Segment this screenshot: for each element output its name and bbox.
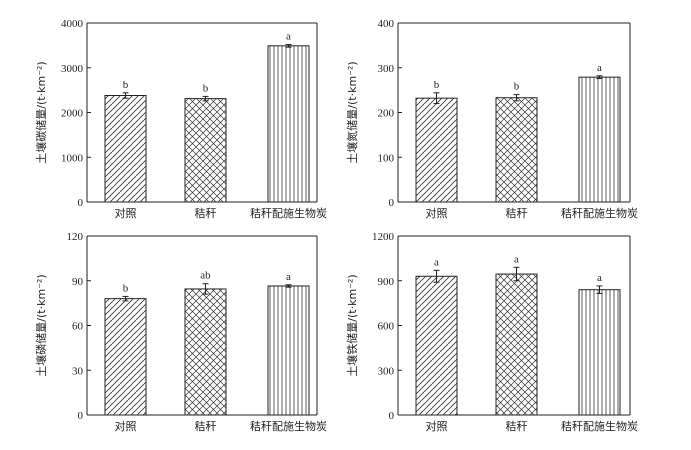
y-tick-label: 0 [389, 410, 395, 422]
significance-label: b [203, 82, 209, 94]
bar-crosshatch [184, 288, 227, 416]
y-tick-label: 4000 [61, 18, 84, 30]
chart-panel-tl: 0 1000 2000 3000 4000 土壤碳储量/(t·km⁻²) b 对照 b 秸秆 a 秸秆… [34, 18, 327, 220]
y-tick-label: 0 [78, 197, 84, 209]
category-label: 秸秆 [195, 420, 217, 433]
y-tick-label: 600 [378, 321, 395, 333]
y-tick-label: 2000 [61, 108, 84, 120]
y-axis-title: 土壤磷储量/(t·km⁻²) [34, 274, 48, 376]
category-label: 秸秆配施生物炭 [250, 419, 327, 433]
y-tick-label: 0 [389, 197, 395, 209]
bar-vertical [578, 76, 621, 203]
y-tick-label: 30 [72, 365, 84, 377]
bar-diagonal [415, 97, 458, 203]
bar-vertical [267, 45, 310, 203]
significance-label: b [434, 79, 440, 91]
significance-label: a [434, 256, 439, 268]
y-tick-label: 200 [378, 108, 395, 120]
y-axis-title: 土壤碳储量/(t·km⁻²) [34, 61, 48, 163]
chart-panel-tr: 0 100 200 300 400 土壤氮储量/(t·km⁻²) b 对照 b 秸秆 a 秸秆配施生物… [345, 18, 638, 220]
significance-label: a [286, 271, 291, 283]
bar-crosshatch [184, 98, 227, 203]
y-axis-title: 土壤氮储量/(t·km⁻²) [345, 61, 359, 163]
bar-crosshatch [495, 97, 538, 203]
bar-crosshatch [495, 273, 538, 416]
category-label: 秸秆配施生物炭 [561, 419, 638, 433]
y-tick-label: 1200 [372, 231, 395, 243]
y-tick-label: 3000 [61, 63, 84, 75]
significance-label: a [514, 253, 519, 265]
y-tick-label: 1000 [61, 152, 84, 164]
y-axis-title: 土壤铁储量/(t·km⁻²) [345, 274, 359, 376]
significance-label: b [123, 282, 129, 294]
y-tick-label: 0 [78, 410, 84, 422]
significance-label: a [286, 30, 291, 42]
bar-vertical [267, 285, 310, 416]
y-tick-label: 120 [67, 231, 84, 243]
y-tick-label: 60 [72, 321, 84, 333]
category-label: 秸秆配施生物炭 [561, 206, 638, 220]
chart-panel-br: 0 300 600 900 1200 土壤铁储量/(t·km⁻²) a 对照 a 秸秆 a 秸秆配施生… [345, 231, 638, 433]
bar-diagonal [104, 298, 147, 416]
y-tick-label: 300 [378, 63, 395, 75]
y-tick-label: 100 [378, 152, 395, 164]
significance-label: a [597, 62, 602, 74]
category-label: 对照 [115, 419, 137, 433]
y-tick-label: 300 [378, 365, 395, 377]
significance-label: ab [200, 270, 211, 282]
category-label: 对照 [426, 206, 448, 220]
bar-diagonal [104, 94, 147, 203]
category-label: 秸秆 [506, 420, 528, 433]
category-label: 对照 [115, 206, 137, 220]
significance-label: a [597, 272, 602, 284]
category-label: 对照 [426, 419, 448, 433]
bar-vertical [578, 289, 621, 416]
category-label: 秸秆 [506, 207, 528, 220]
bar-diagonal [415, 275, 458, 416]
chart-panel-bl: 0 30 60 90 120 土壤磷储量/(t·km⁻²) b 对照 ab 秸秆 a 秸秆配施生物炭 [34, 231, 327, 433]
y-tick-label: 90 [72, 276, 84, 288]
significance-label: b [514, 81, 520, 93]
category-label: 秸秆 [195, 207, 217, 220]
y-tick-label: 900 [378, 276, 395, 288]
category-label: 秸秆配施生物炭 [250, 206, 327, 220]
significance-label: b [123, 79, 129, 91]
y-tick-label: 400 [378, 18, 395, 30]
